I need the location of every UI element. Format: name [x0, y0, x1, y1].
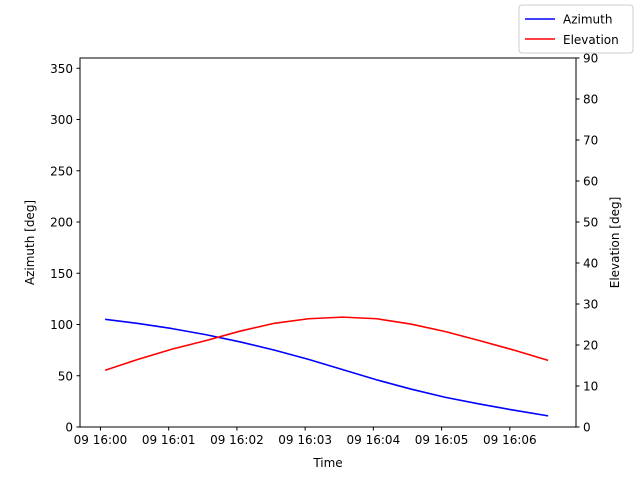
right-y-tick-label: 50 — [583, 216, 598, 230]
right-y-tick-label: 40 — [583, 257, 598, 271]
right-y-axis: 0 10 20 30 40 50 60 70 80 90 — [576, 52, 598, 435]
x-axis: 09 16:00 09 16:01 09 16:02 09 16:03 09 16:04… — [74, 427, 537, 447]
elevation-line — [104, 316, 549, 372]
x-tick-label: 09 16:04 — [347, 433, 401, 447]
right-y-tick-label: 30 — [583, 298, 598, 312]
plot-background — [80, 58, 576, 427]
x-tick-label: 09 16:06 — [483, 433, 537, 447]
series-layer — [104, 316, 549, 417]
right-y-tick-label: 20 — [583, 339, 598, 353]
legend-azimuth-label: Azimuth — [563, 13, 612, 27]
legend-box — [518, 4, 634, 54]
x-tick-label: 09 16:00 — [74, 433, 128, 447]
left-y-tick-label: 150 — [50, 267, 73, 281]
x-tick-label: 09 16:01 — [142, 433, 196, 447]
right-y-tick-label: 70 — [583, 134, 598, 148]
left-y-tick-label: 0 — [65, 421, 73, 435]
left-y-tick-label: 50 — [58, 369, 73, 383]
legend: Azimuth Elevation — [518, 4, 634, 54]
left-y-tick-label: 350 — [50, 62, 73, 76]
right-y-tick-label: 80 — [583, 93, 598, 107]
left-y-axis: 0 50 100 150 200 250 300 350 — [50, 62, 80, 435]
right-y-tick-label: 0 — [583, 421, 591, 435]
left-y-tick-label: 200 — [50, 216, 73, 230]
right-y-tick-label: 90 — [583, 52, 598, 66]
right-y-tick-label: 60 — [583, 175, 598, 189]
left-y-tick-label: 100 — [50, 318, 73, 332]
x-axis-label: Time — [312, 456, 342, 470]
left-y-tick-label: 300 — [50, 113, 73, 127]
left-y-tick-label: 250 — [50, 164, 73, 178]
legend-elevation-label: Elevation — [563, 33, 619, 47]
left-y-axis-label: Azimuth [deg] — [23, 200, 37, 285]
x-tick-label: 09 16:02 — [210, 433, 264, 447]
x-tick-label: 09 16:05 — [415, 433, 469, 447]
x-tick-label: 09 16:03 — [278, 433, 332, 447]
azimuth-line — [105, 318, 549, 417]
right-y-axis-label: Elevation [deg] — [608, 197, 622, 289]
plot-frame — [79, 57, 577, 428]
right-y-tick-label: 10 — [583, 380, 598, 394]
